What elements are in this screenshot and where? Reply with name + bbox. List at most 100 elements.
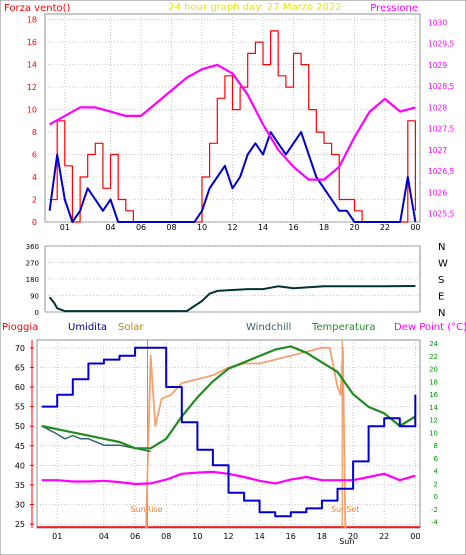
y-left-tick-label: 0 [35,309,39,317]
wind-axis-title: Forza vento() [4,3,71,14]
x-tick-label: 04 [105,223,115,232]
y-right-tick-label: 14 [429,404,438,412]
legend-label: Dew Point (°C) [394,322,466,333]
legend-label: Solar [118,322,144,333]
x-tick-label: 16 [286,532,296,541]
y-left-tick-label: 18 [27,16,37,25]
y-right-tick-label: 1030 [428,18,447,27]
y-right-tick-label: 22 [429,353,438,361]
x-tick-label: 12 [227,223,237,232]
y-right-tick-label: 0 [434,493,438,501]
x-tick-label: 20 [349,223,359,232]
y-left-tick-label: 180 [26,276,39,284]
pressure-line [49,63,416,181]
compass-label: W [438,259,448,270]
y-right-tick-label: 1027 [428,146,447,155]
y-left-tick-label: 14 [27,61,37,70]
y-right-tick-label: -2 [431,506,438,514]
y-right-tick-label: 24 [429,340,438,348]
x-tick-label: 14 [258,223,268,232]
y-right-tick-label: 18 [429,378,438,386]
y-left-tick-label: 6 [32,151,37,160]
y-left-tick-label: 25 [15,520,25,529]
x-tick-label: 08 [161,532,171,541]
y-left-tick-label: 10 [27,106,37,115]
y-left-tick-label: 12 [27,83,37,92]
y-right-tick-label: 1026 [428,188,447,197]
y-left-tick-label: 2 [32,196,37,205]
compass-label: N [438,308,445,319]
x-tick-label: 01 [60,223,70,232]
humidity-line [41,346,417,518]
y-right-tick-label: 20 [429,366,438,374]
y-left-tick-label: 40 [15,461,25,470]
y-right-tick-label: 16 [429,391,438,399]
y-left-tick-label: 55 [15,403,25,412]
x-tick-label: 00 [410,532,420,541]
y-left-tick-label: 70 [15,344,25,353]
x-tick-label: 08 [166,223,176,232]
y-right-tick-label: 2 [434,480,438,488]
y-right-tick-label: 1027,5 [428,125,454,134]
y-left-tick-label: 30 [15,501,25,510]
compass-label: S [438,275,444,286]
x-tick-label: 06 [130,532,140,541]
x-tick-label: 22 [379,532,389,541]
y-right-tick-label: -4 [431,519,439,527]
x-tick-label: 22 [380,223,390,232]
x-tick-label: 14 [255,532,265,541]
y-right-tick-label: 8 [434,442,438,450]
x-tick-label: 18 [317,532,327,541]
temperature-line [41,345,416,450]
y-right-tick-label: 4 [434,468,439,476]
compass-label: E [438,292,444,303]
x-tick-label: 01 [52,532,62,541]
y-left-tick-label: 16 [27,38,37,47]
y-right-tick-label: 6 [434,455,439,463]
wind-speed-line [49,30,416,223]
y-right-tick-label: 1029 [428,61,447,70]
y-left-tick-label: 90 [30,293,39,301]
wind-direction-line [48,285,416,313]
y-left-tick-label: 0 [32,218,37,227]
y-left-tick-label: 35 [15,481,25,490]
y-left-tick-label: 65 [15,363,25,372]
pressure-axis-title: Pressione [370,3,418,14]
x-tick-label: 16 [288,223,298,232]
x-tick-label: 12 [223,532,233,541]
x-tick-label: 18 [319,223,329,232]
y-right-tick-label: 1028,5 [428,82,454,91]
y-right-tick-label: 1026,5 [428,167,454,176]
windchill-line [41,425,151,453]
x-tick-label: 00 [410,223,420,232]
compass-label: N [438,242,445,253]
y-right-tick-label: 10 [429,429,438,437]
y-left-tick-label: 360 [26,243,39,251]
x-tick-label: 04 [99,532,109,541]
x-tick-label: 06 [136,223,146,232]
legend-label: Temperatura [311,322,376,333]
x-tick-label: 10 [197,223,207,232]
y-left-tick-label: 270 [26,260,39,268]
x-tick-label: 20 [348,532,358,541]
y-right-tick-label: 1029,5 [428,40,454,49]
x-tick-label: 10 [192,532,202,541]
legend-label: Umidita [68,322,107,333]
y-right-tick-label: 1028 [428,103,447,112]
y-left-tick-label: 4 [32,173,37,182]
y-left-tick-label: 8 [32,128,37,137]
wind-panel-frame [44,13,421,223]
y-right-tick-label: 1025,5 [428,210,454,219]
chart-title: 24 hour graph day: 27 Marzo 2022 [168,2,341,13]
solar-line [145,346,347,529]
legend-label: Pioggia [2,322,38,333]
y-left-tick-label: 45 [15,442,25,451]
wind-gust-line [48,131,417,223]
y-left-tick-label: 60 [15,383,25,392]
legend-label: Windchill [246,322,291,333]
y-right-tick-label: 12 [429,417,438,425]
sun-label: Sun [339,537,354,546]
y-left-tick-label: 50 [15,422,25,431]
